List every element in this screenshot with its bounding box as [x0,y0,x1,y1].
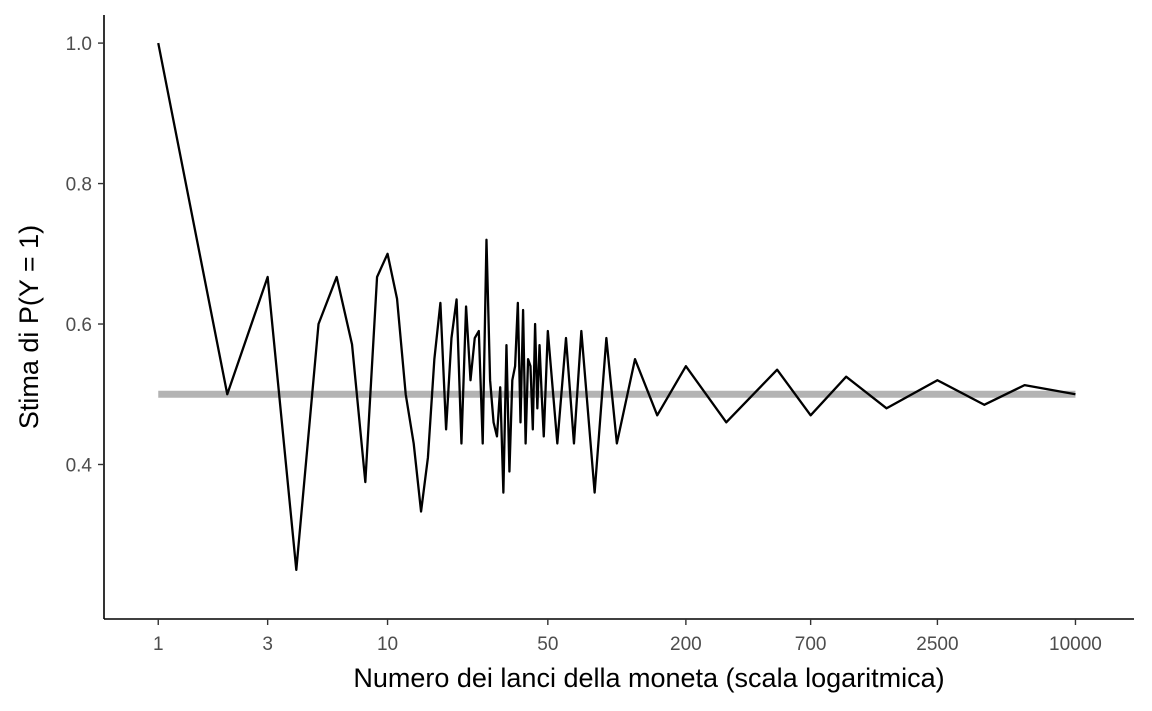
x-tick-label: 700 [795,634,827,655]
x-tick-label: 2500 [916,634,958,655]
x-axis-title: Numero dei lanci della moneta (scala log… [353,663,944,693]
y-axis-ticks: 0.4 0.6 0.8 1.0 [66,34,104,476]
x-axis-ticks: 1 3 10 50 200 700 2500 10000 [153,619,1102,655]
x-tick-label: 10000 [1049,634,1102,655]
plot-area [157,42,1076,571]
y-tick-label: 0.8 [66,175,92,196]
x-tick-label: 200 [670,634,702,655]
series-line [157,42,1076,571]
x-tick-label: 3 [262,634,273,655]
x-tick-label: 10 [377,634,398,655]
x-tick-label: 1 [153,634,164,655]
y-tick-label: 1.0 [66,34,92,55]
y-tick-label: 0.6 [66,315,92,336]
x-tick-label: 50 [537,634,558,655]
y-tick-label: 0.4 [66,455,93,476]
y-axis-title: Stima di P(Y = 1) [14,225,44,429]
